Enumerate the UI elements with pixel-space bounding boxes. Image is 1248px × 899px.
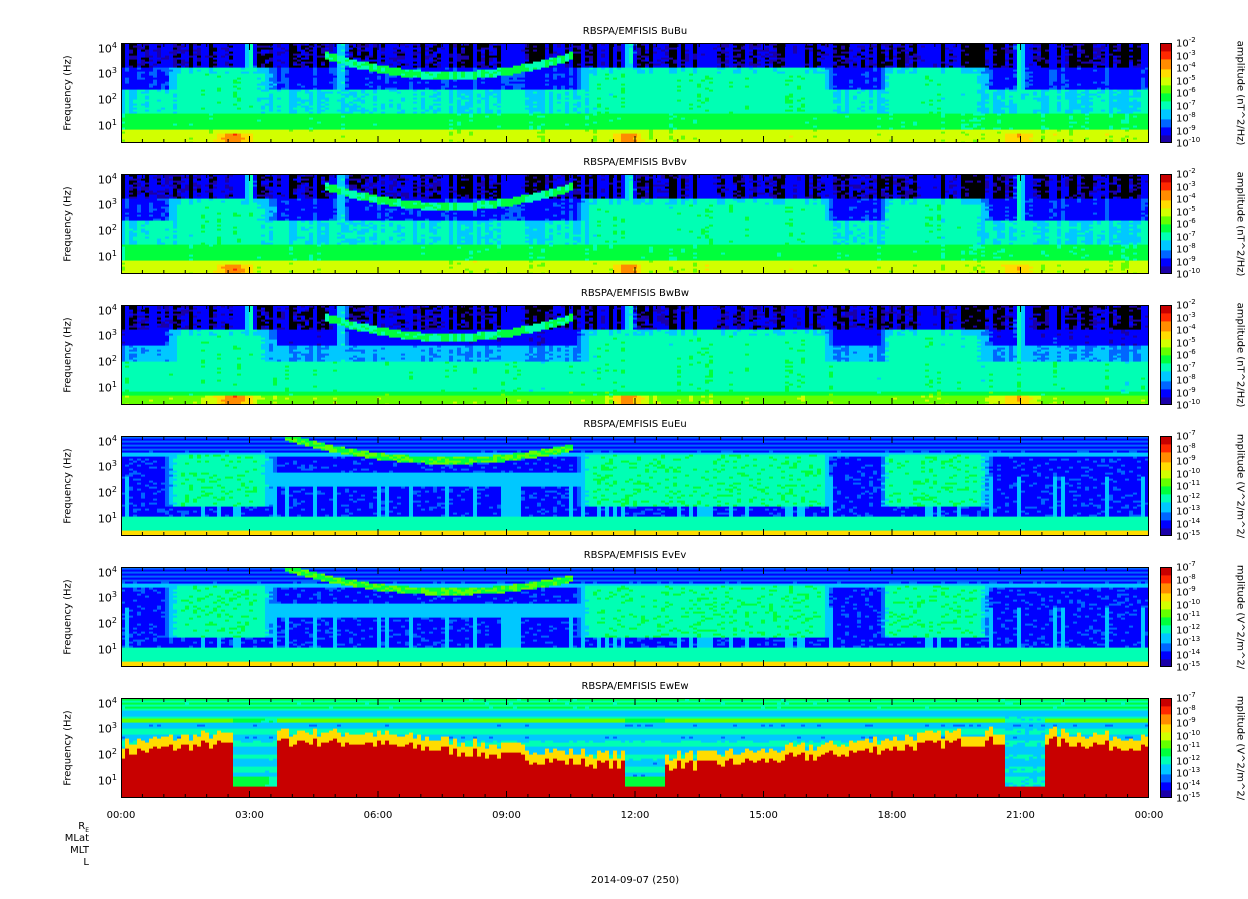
y-tick-base: 10 [98,43,112,56]
panel-title: RBSPA/EMFISIS BuBu [121,26,1149,37]
y-tick-exponent: 3 [112,66,117,75]
y-tick-exponent: 2 [112,92,117,101]
y-tick-base: 10 [98,94,112,107]
y-tick-exponent: 4 [112,41,117,50]
y-tick-base: 10 [98,68,112,81]
y-tick-label: 104 [98,41,117,56]
spectrogram-panel: RBSPA/EMFISIS BuBu Frequency (Hz) 104 103 10… [0,0,1248,130]
y-tick-label: 102 [98,92,117,107]
y-tick-exponent: 1 [112,118,117,127]
spectrogram-plot [121,43,1149,143]
y-tick-label: 103 [98,66,117,81]
y-axis: 104 103 102 101 [60,43,121,143]
spectrogram-image [121,43,1149,143]
